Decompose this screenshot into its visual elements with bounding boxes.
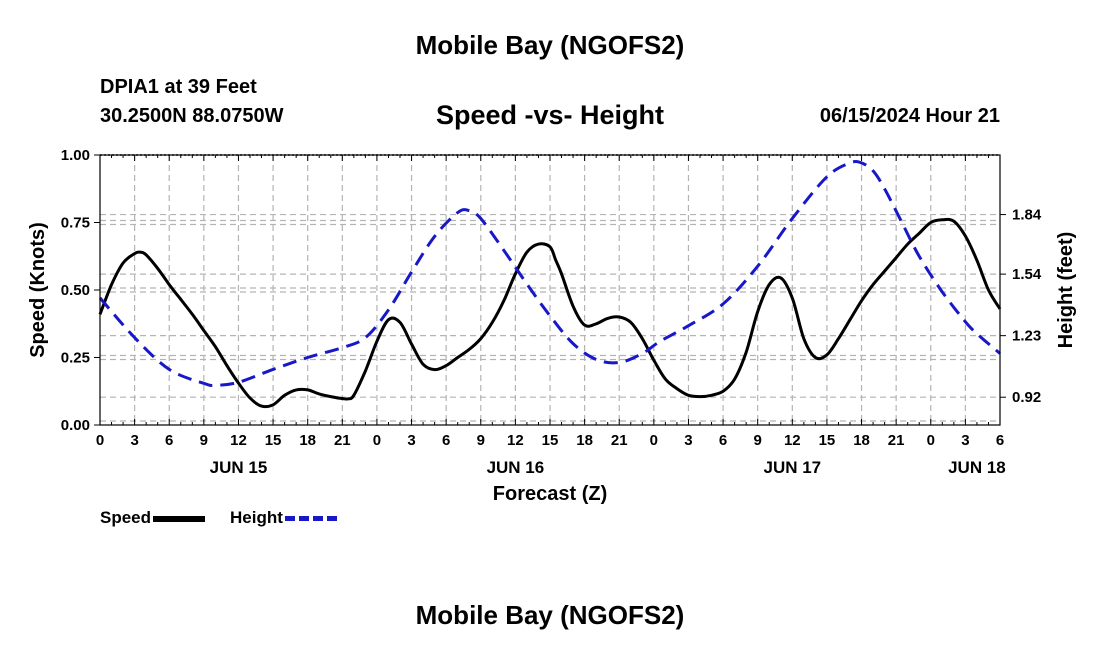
left-tick-label: 0.25 — [61, 350, 90, 367]
legend-height-swatch — [284, 516, 337, 522]
x-tick-label: 3 — [130, 432, 138, 449]
station-name: DPIA1 at 39 Feet — [100, 76, 257, 98]
right-tick-label: 1.23 — [1012, 328, 1041, 345]
right-tick-label: 1.84 — [1012, 207, 1042, 224]
x-tick-label: 6 — [165, 432, 173, 449]
x-tick-label: 15 — [542, 432, 559, 449]
x-tick-label: 9 — [477, 432, 485, 449]
left-tick-label: 0.75 — [61, 215, 90, 232]
x-tick-label: 21 — [334, 432, 351, 449]
x-tick-label: 12 — [230, 432, 247, 449]
x-tick-label: 9 — [754, 432, 762, 449]
x-tick-label: 18 — [299, 432, 316, 449]
x-axis-label: Forecast (Z) — [493, 483, 607, 505]
series-line-speed — [98, 217, 1002, 409]
right-tick-label: 1.54 — [1012, 266, 1042, 283]
day-label: JUN 17 — [763, 458, 821, 477]
x-tick-label: 18 — [853, 432, 870, 449]
x-tick-label: 6 — [996, 432, 1004, 449]
day-label: JUN 16 — [487, 458, 545, 477]
x-tick-label: 6 — [442, 432, 450, 449]
left-tick-label: 0.00 — [61, 417, 90, 434]
legend-speed-label: Speed — [100, 508, 152, 527]
x-tick-label: 3 — [961, 432, 969, 449]
y-axis-right-label: Height (feet) — [1055, 232, 1077, 349]
footer-title: Mobile Bay (NGOFS2) — [415, 600, 685, 630]
legend-speed: Speed — [100, 508, 206, 528]
series-line-height — [98, 160, 1001, 387]
station-coordinates: 30.2500N 88.0750W — [100, 105, 284, 127]
x-tick-label: 0 — [650, 432, 658, 449]
x-tick-label: 6 — [719, 432, 727, 449]
forecast-timestamp: 06/15/2024 Hour 21 — [819, 105, 1000, 127]
day-label: JUN 15 — [210, 458, 268, 477]
x-tick-label: 15 — [819, 432, 836, 449]
chart-title: Mobile Bay (NGOFS2) — [415, 30, 685, 60]
legend-height-label: Height — [230, 508, 283, 527]
legend-speed-swatch — [153, 515, 206, 522]
chart-subtitle: Speed -vs- Height — [435, 100, 665, 130]
x-tick-label: 0 — [96, 432, 104, 449]
legend-height: Height — [230, 508, 337, 528]
x-tick-label: 15 — [265, 432, 282, 449]
x-tick-label: 3 — [684, 432, 692, 449]
x-tick-label: 18 — [576, 432, 593, 449]
right-tick-label: 0.92 — [1012, 389, 1041, 406]
left-tick-label: 1.00 — [61, 147, 90, 164]
grid — [100, 155, 1000, 425]
x-tick-label: 21 — [888, 432, 905, 449]
x-tick-label: 0 — [373, 432, 381, 449]
y-axis-left-label: Speed (Knots) — [27, 222, 49, 358]
left-tick-label: 0.50 — [61, 282, 90, 299]
axes: 0 3 6 9 12 15 18 21 0 3 6 9 12 15 18 21 0 3 6 9 12 15 18 21 0 3 6 J… — [27, 147, 1077, 505]
x-tick-label: 21 — [611, 432, 628, 449]
x-tick-label: 9 — [200, 432, 208, 449]
day-label: JUN 18 — [948, 458, 1006, 477]
x-tick-label: 12 — [507, 432, 524, 449]
x-tick-label: 12 — [784, 432, 801, 449]
x-tick-label: 3 — [407, 432, 415, 449]
x-tick-label: 0 — [927, 432, 935, 449]
series-group — [98, 160, 1002, 409]
